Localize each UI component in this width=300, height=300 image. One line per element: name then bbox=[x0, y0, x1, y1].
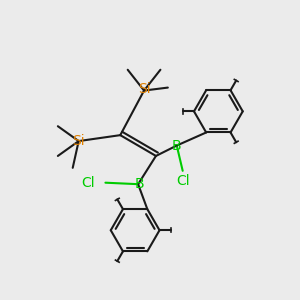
Text: Si: Si bbox=[138, 82, 150, 96]
Text: B: B bbox=[172, 139, 182, 152]
Text: Si: Si bbox=[72, 134, 85, 148]
Text: Cl: Cl bbox=[81, 176, 94, 190]
Text: B: B bbox=[135, 177, 144, 191]
Text: Cl: Cl bbox=[176, 174, 190, 188]
